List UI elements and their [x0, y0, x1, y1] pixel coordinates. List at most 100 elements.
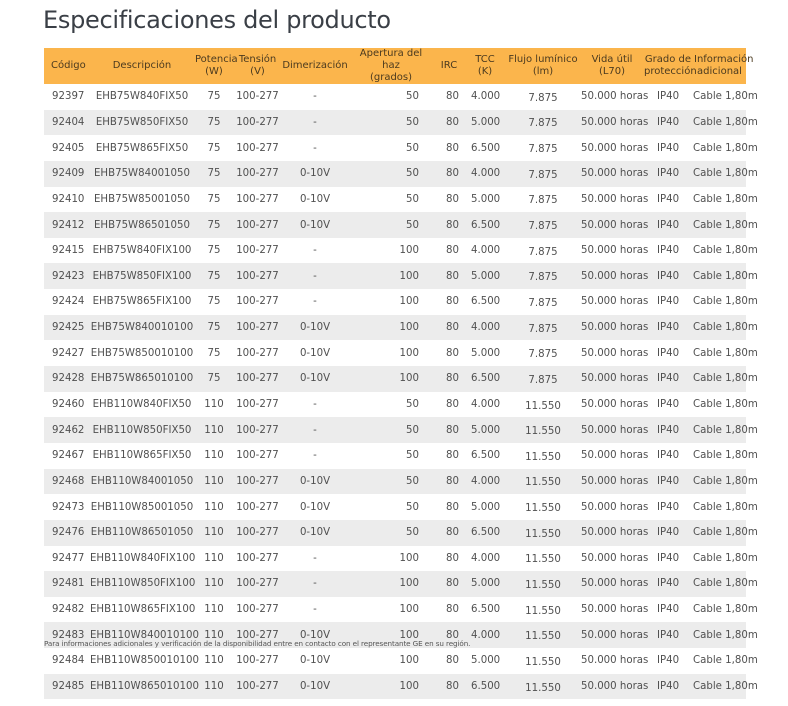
cell-info: Cable 1,80m — [693, 160, 758, 187]
table-row: 92460 EHB110W840FIX50 110 100-277 - 50 80 4.000… — [44, 392, 758, 418]
cell-flujo: 7.875 — [505, 314, 581, 341]
cell-potencia: 110 — [194, 417, 234, 443]
cell-dimerizacion: - — [281, 263, 349, 290]
cell-descripcion: EHB110W850FIX100 — [90, 571, 195, 597]
cell-tension: 100-277 — [234, 673, 281, 700]
cell-tcc: 6.500 — [471, 604, 501, 616]
cell-info: Cable 1,80m — [693, 263, 758, 290]
cell-irc: 80 — [446, 296, 459, 308]
cell-potencia: 75 — [194, 263, 234, 290]
cell-descripcion: EHB110W865FIX100 — [90, 604, 196, 616]
cell-codigo: 92412 — [44, 212, 90, 238]
cell-apertura: 100 — [399, 655, 419, 667]
table-row: 92415 EHB75W840FIX100 75 100-277 - 100 80 4.000… — [44, 238, 758, 264]
cell-irc: 80 — [433, 519, 465, 546]
cell-vida: 50.000 horas — [581, 142, 649, 154]
cell-irc: 80 — [433, 468, 465, 495]
cell-flujo: 11.550 — [505, 622, 581, 649]
cell-apertura: 50 — [406, 501, 419, 513]
cell-grado: IP40 — [656, 604, 680, 616]
cell-irc: 80 — [446, 450, 459, 462]
cell-tcc: 4.000 — [471, 245, 501, 257]
cell-vida: 50.000 horas — [581, 552, 649, 564]
cell-tcc: 4.000 — [465, 468, 505, 495]
cell-flujo: 7.875 — [505, 109, 581, 136]
cell-codigo: 92428 — [44, 366, 90, 392]
cell-potencia: 75 — [207, 245, 221, 257]
cell-dimerizacion: 0-10V — [281, 673, 349, 700]
table-row: 92409 EHB75W84001050 75 100-277 0-10V 50 80 4.0… — [44, 160, 758, 187]
cell-codigo: 92415 — [52, 245, 85, 257]
table-row: 92476 EHB110W86501050 110 100-277 0-10V 50 80 6… — [44, 519, 758, 546]
cell-grado: IP40 — [656, 501, 680, 513]
cell-grado: IP40 — [656, 399, 680, 410]
cell-info: Cable 1,80m — [693, 622, 758, 649]
cell-apertura: 50 — [406, 193, 419, 205]
cell-tcc: 5.000 — [471, 655, 501, 667]
cell-apertura: 100 — [399, 347, 419, 359]
cell-dimerizacion: 0-10V — [281, 212, 349, 238]
cell-tcc: 6.500 — [471, 142, 501, 154]
cell-flujo: 11.550 — [505, 519, 581, 546]
cell-codigo: 92485 — [44, 673, 90, 700]
cell-codigo: 92460 — [52, 399, 85, 410]
header-irc: IRC — [433, 48, 465, 84]
cell-codigo: 92397 — [52, 91, 85, 103]
cell-info: Cable 1,80m — [693, 655, 758, 667]
cell-tension: 100-277 — [236, 399, 279, 410]
cell-potencia: 75 — [194, 109, 234, 136]
cell-info: Cable 1,80m — [693, 366, 758, 392]
cell-flujo: 7.875 — [528, 144, 558, 156]
cell-apertura: 50 — [406, 142, 419, 154]
cell-grado: IP40 — [656, 450, 680, 462]
cell-info: Cable 1,80m — [693, 468, 758, 495]
cell-potencia: 75 — [194, 366, 234, 392]
cell-grado: IP40 — [643, 160, 693, 187]
cell-irc: 80 — [433, 673, 465, 700]
cell-descripcion: EHB110W840FIX100 — [90, 552, 196, 564]
cell-tension: 100-277 — [234, 160, 281, 187]
cell-tension: 100-277 — [234, 571, 281, 597]
cell-tension: 100-277 — [236, 552, 279, 564]
table-row: 92483 EHB110W840010100 110 100-277 0-10V 100 8… — [44, 622, 758, 649]
cell-descripcion: EHB75W865010100 — [90, 366, 194, 392]
cell-tension: 100-277 — [236, 91, 279, 103]
cell-irc: 80 — [446, 399, 459, 410]
cell-apertura: 50 — [349, 160, 433, 187]
table-row: 92424 EHB75W865FIX100 75 100-277 - 100 80 6.500… — [44, 289, 758, 315]
cell-tension: 100-277 — [234, 622, 281, 649]
cell-dimerizacion: - — [281, 571, 349, 597]
table-row: 92404 EHB75W850FIX50 75 100-277-50 80 5.000 7.… — [44, 109, 758, 136]
cell-grado: IP40 — [643, 109, 693, 136]
cell-descripcion: EHB110W850FIX50 — [90, 417, 194, 443]
cell-potencia: 110 — [204, 450, 224, 462]
cell-tcc: 5.000 — [471, 501, 501, 513]
cell-irc: 80 — [433, 314, 465, 341]
cell-dimerizacion: 0-10V — [281, 468, 349, 495]
cell-flujo: 11.550 — [525, 605, 561, 617]
cell-flujo: 7.875 — [505, 366, 581, 392]
cell-flujo: 7.875 — [528, 349, 558, 361]
cell-flujo: 7.875 — [528, 195, 558, 207]
cell-tcc: 4.000 — [471, 552, 501, 564]
cell-flujo: 11.550 — [525, 451, 561, 463]
header-vida: Vida útil (L70) — [581, 48, 643, 84]
cell-dimerizacion: - — [313, 399, 317, 410]
table-row: 92405 EHB75W865FIX50 75 100-277 - 50 80 6.500 7.… — [44, 135, 758, 161]
cell-tension: 100-277 — [234, 366, 281, 392]
cell-descripcion: EHB110W865010100 — [90, 673, 199, 700]
cell-vida: 50.000 horas — [581, 604, 649, 616]
cell-dimerizacion: - — [313, 91, 317, 103]
cell-vida: 50.000 horas — [581, 160, 648, 187]
cell-potencia: 75 — [207, 91, 221, 103]
cell-grado: IP40 — [656, 347, 680, 359]
cell-grado: IP40 — [643, 366, 693, 392]
cell-info: Cable 1,80m — [693, 347, 758, 359]
cell-tcc: 4.000 — [471, 399, 501, 410]
cell-apertura: 50 — [349, 109, 433, 136]
cell-dimerizacion: 0-10V — [299, 501, 331, 513]
cell-potencia: 110 — [194, 622, 234, 649]
cell-codigo: 92473 — [52, 501, 85, 513]
cell-dimerizacion: - — [313, 604, 317, 616]
cell-apertura: 100 — [399, 552, 419, 564]
